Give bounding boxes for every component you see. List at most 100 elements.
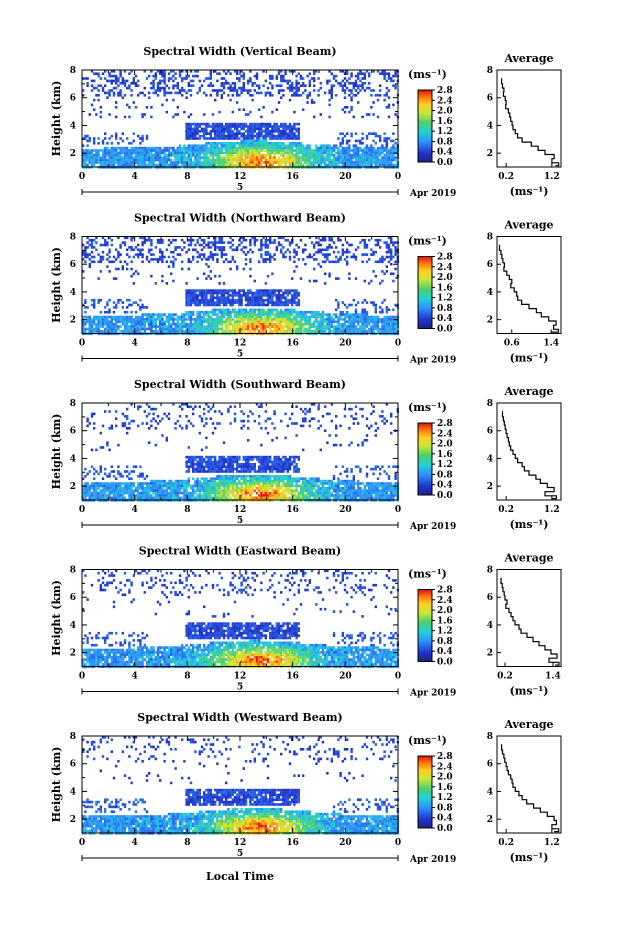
heatmap-cell [104,320,107,324]
heatmap-cell [352,149,355,152]
heatmap-cell [266,144,270,147]
heatmap-cell [277,84,281,87]
heatmap-cell [99,156,102,159]
heatmap-cell [240,144,243,147]
heatmap-cell [240,134,243,138]
heatmap-cell [394,322,397,326]
heatmap-cell [304,151,307,155]
heatmap-cell [260,115,263,119]
heatmap-cell [251,134,254,138]
heatmap-cell [374,154,377,157]
heatmap-cell [341,70,344,73]
heatmap-cell [150,320,153,324]
heatmap-cell [198,156,201,159]
heatmap-cell [115,494,118,497]
heatmap-cell [154,313,157,316]
heatmap-cell [110,149,113,152]
heatmap-cell [363,154,366,157]
heatmap-cell [302,77,305,80]
heatmap-cell [104,327,107,331]
heatmap-cell [385,156,388,159]
heatmap-cell [365,161,369,164]
heatmap-cell [370,279,373,283]
heatmap-cell [139,330,142,333]
heatmap-cell [273,146,276,150]
heatmap-cell [346,151,349,155]
heatmap-cell [183,163,186,167]
heatmap-cell [119,320,122,324]
heatmap-cell [110,330,113,333]
heatmap-cell [134,253,138,256]
heatmap-cell [379,282,382,285]
heatmap-cell [288,327,292,331]
heatmap-cell [273,289,276,292]
heatmap-cell [218,122,221,126]
heatmap-cell [227,313,230,316]
heatmap-cell [326,315,329,319]
heatmap-cell [90,415,94,418]
heatmap-cell [376,315,380,319]
heatmap-cell [117,496,120,500]
heatmap-cell [286,325,289,328]
heatmap-cell [192,296,195,300]
heatmap-cell [95,158,98,162]
heatmap-cell [189,241,193,244]
heatmap-cell [249,79,252,83]
heatmap-cell [361,161,364,164]
heatmap-cell [335,94,338,97]
heatmap-cell [266,158,270,162]
heatmap-cell [227,94,230,97]
heatmap-cell [253,243,256,247]
heatmap-cell [341,146,344,150]
heatmap-cell [253,308,256,312]
heatmap-cell [183,318,186,321]
heatmap-cell [313,115,316,119]
heatmap-cell [115,484,118,488]
heatmap-cell [93,427,96,430]
heatmap-cell [178,315,182,319]
heatmap-cell [150,315,153,319]
heatmap-cell [119,484,122,488]
heatmap-cell [99,84,102,87]
heatmap-cell [209,296,212,300]
heatmap-cell [348,77,351,80]
heatmap-cell [209,151,212,155]
heatmap-cell [269,94,272,97]
heatmap-cell [203,149,206,152]
heatmap-cell [361,238,364,242]
heatmap-cell [255,144,259,147]
heatmap-cell [299,77,303,80]
heatmap-cell [346,139,349,143]
heatmap-cell [170,154,173,157]
heatmap-cell [220,253,223,256]
heatmap-cell [297,330,300,333]
heatmap-cell [302,144,305,147]
heatmap-cell [185,130,188,133]
heatmap-cell [159,161,162,164]
heatmap-cell [244,113,248,116]
heatmap-cell [134,161,138,164]
heatmap-cell [143,306,146,309]
heatmap-cell [253,241,256,244]
heatmap-cell [304,320,307,324]
heatmap-cell [365,151,369,155]
heatmap-cell [277,130,281,133]
heatmap-cell [282,79,285,83]
heatmap-cell [297,149,300,152]
heatmap-cell [220,144,223,147]
heatmap-cell [88,322,91,326]
heatmap-cell [82,243,85,247]
heatmap-cell [178,89,182,92]
heatmap-cell [209,303,212,307]
heatmap-cell [236,267,239,271]
heatmap-cell [242,320,245,324]
heatmap-cell [167,322,171,326]
heatmap-cell [128,255,131,259]
heatmap-cell [363,308,366,312]
heatmap-cell [101,494,105,497]
heatmap-cell [170,313,173,316]
heatmap-cell [231,132,234,135]
heatmap-cell [288,130,292,133]
heatmap-cell [370,89,373,92]
heatmap-cell [247,318,250,321]
